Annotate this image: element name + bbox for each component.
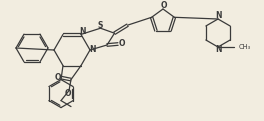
Text: O: O — [55, 73, 61, 82]
Text: O: O — [65, 89, 71, 98]
Text: O: O — [119, 39, 125, 49]
Text: N: N — [215, 11, 221, 20]
Text: S: S — [98, 21, 103, 30]
Text: CH₃: CH₃ — [239, 44, 251, 50]
Text: N: N — [79, 27, 85, 36]
Text: N: N — [90, 45, 96, 54]
Text: N: N — [215, 45, 221, 54]
Text: O: O — [161, 1, 167, 11]
